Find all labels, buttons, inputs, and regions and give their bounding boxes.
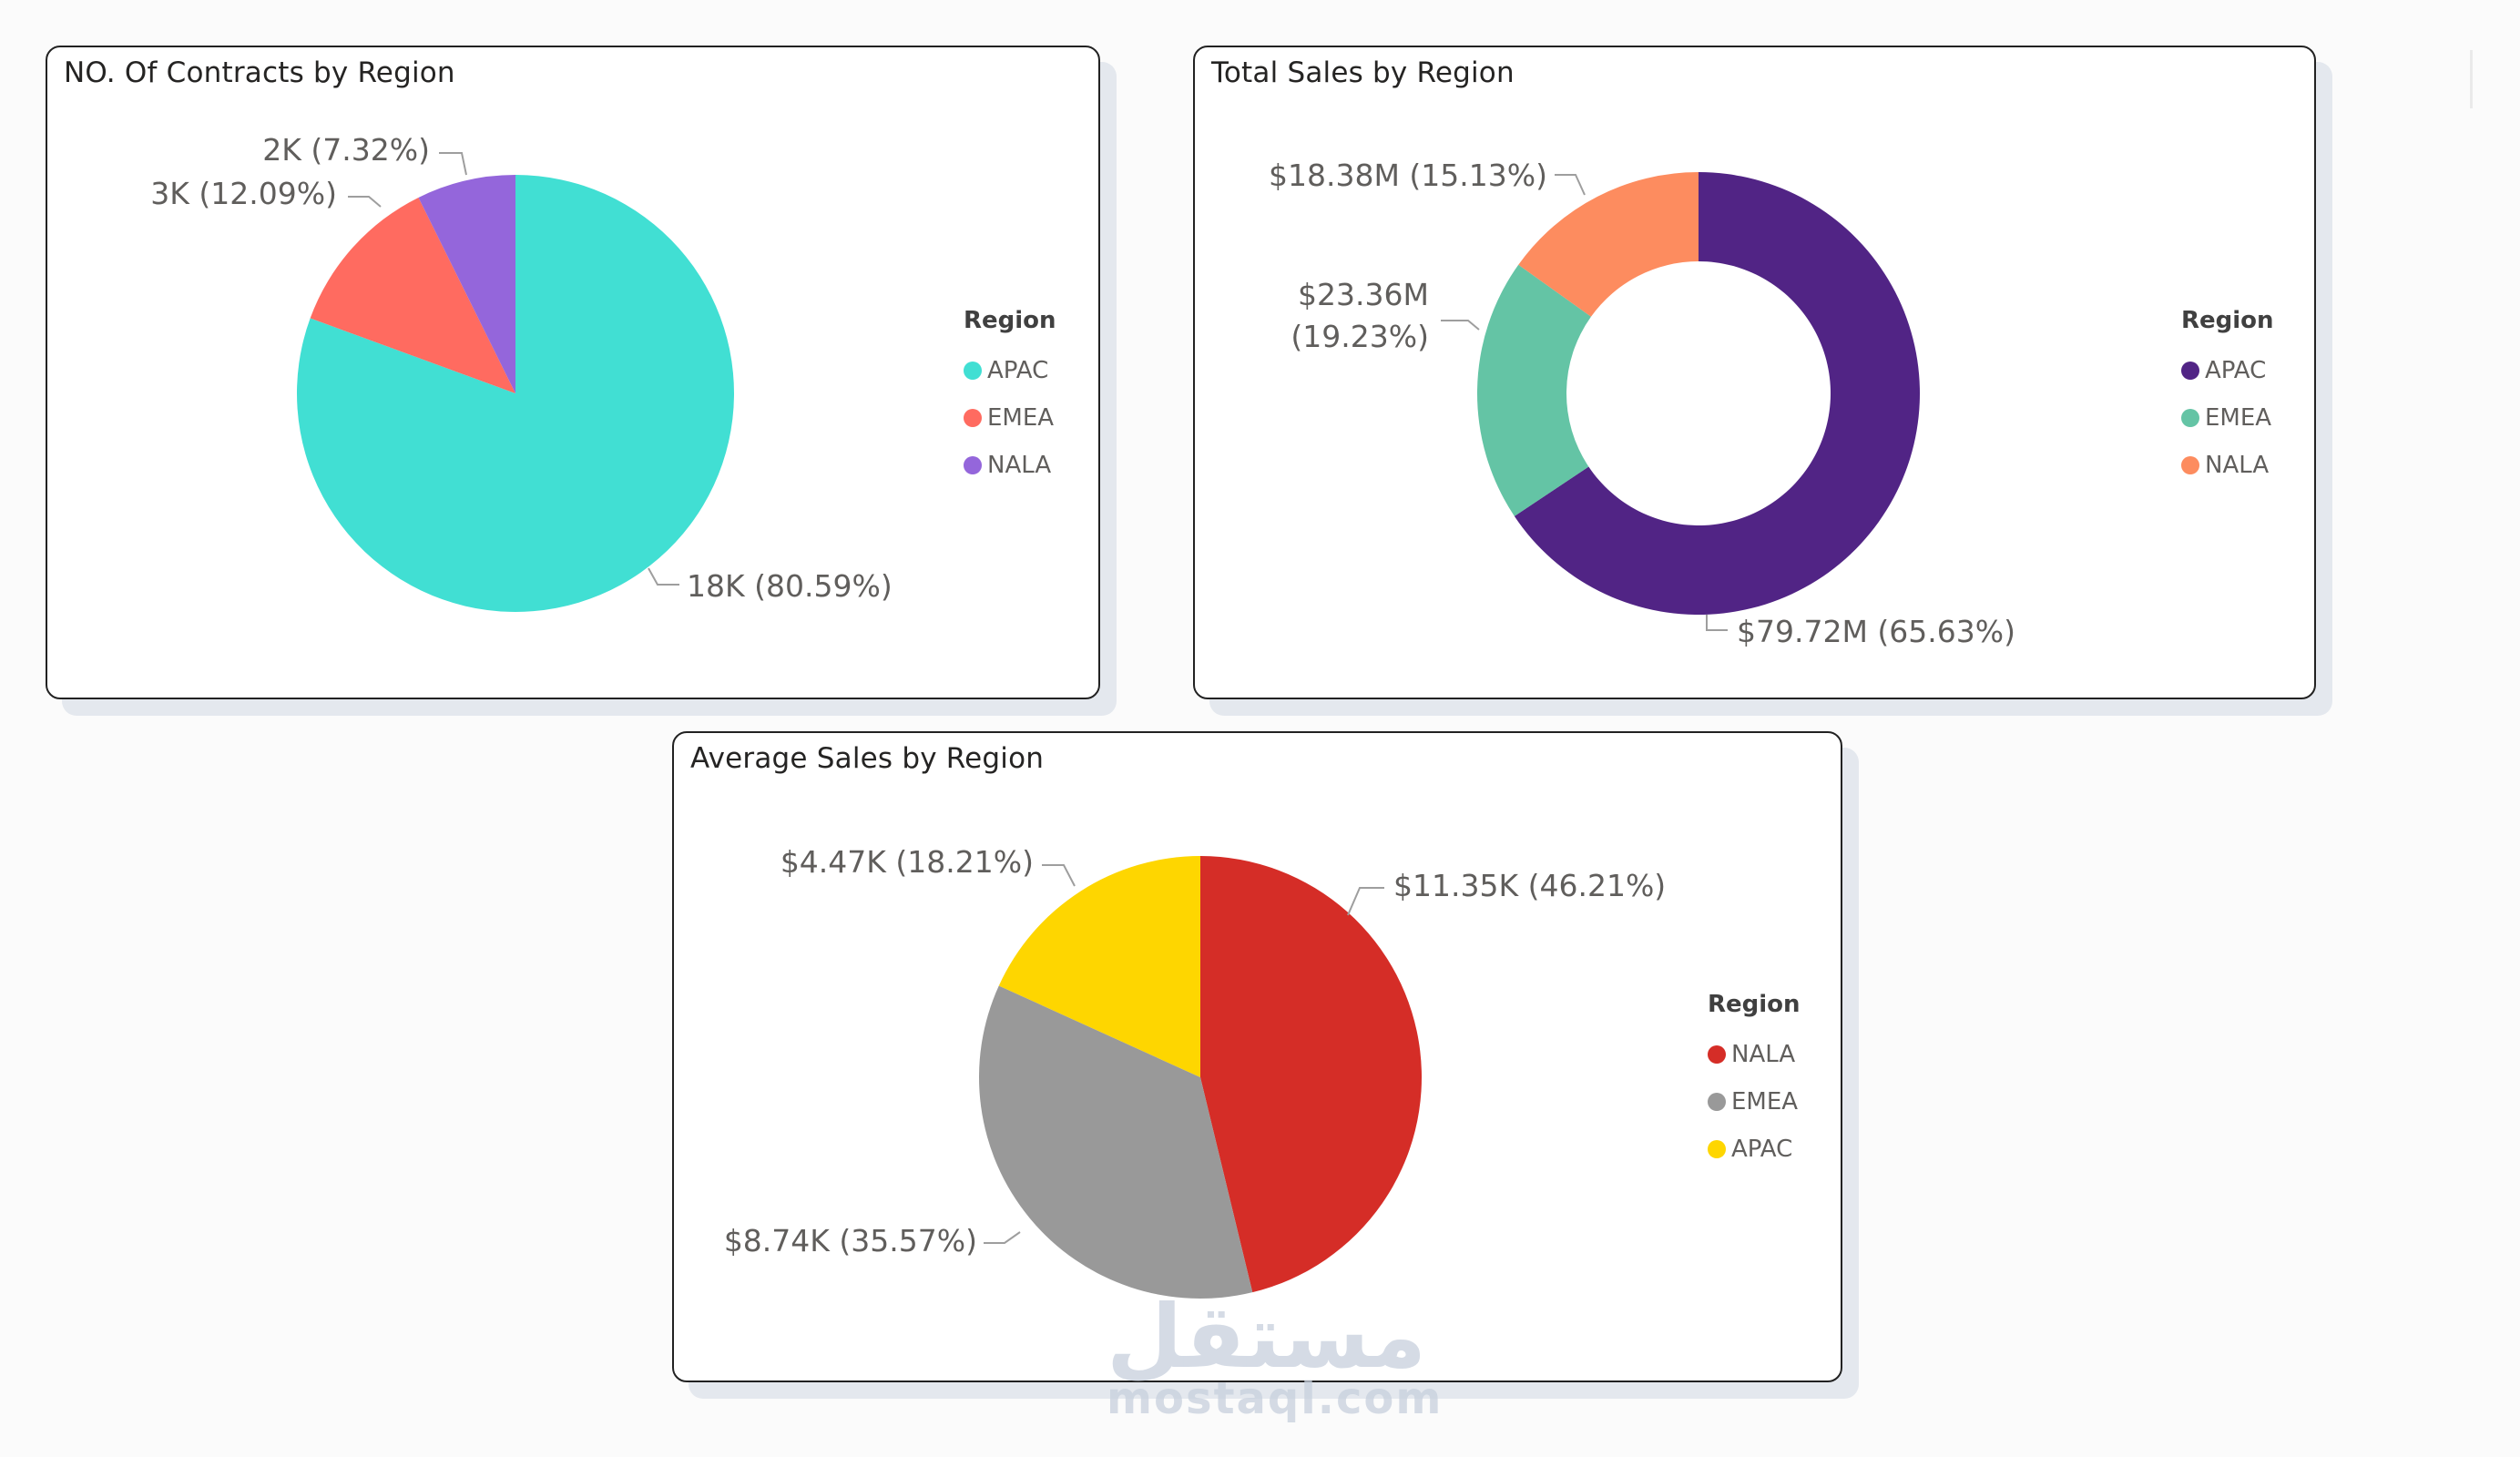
legend-dot xyxy=(1708,1140,1726,1158)
data-label-nala: $18.38M (15.13%) xyxy=(1269,158,1547,193)
legend-label: APAC xyxy=(2205,357,2267,384)
total-sales-chart-card: Total Sales by Region $79.72M (65.63%) $2… xyxy=(1193,46,2316,699)
avg-sales-chart-card: Average Sales by Region $11.35K (46.21%)… xyxy=(672,731,1842,1382)
leader-line xyxy=(648,567,679,586)
pie-slice-apac[interactable] xyxy=(296,175,735,613)
total-sales-donut-chart: $79.72M (65.63%) $23.36M (19.23%) $18.38M (… xyxy=(1269,158,2015,649)
pie-slice-emea[interactable] xyxy=(979,985,1253,1299)
legend-label: EMEA xyxy=(1731,1088,1799,1116)
pie-slice-emea[interactable] xyxy=(310,197,515,393)
legend-dot xyxy=(964,456,982,474)
legend-label: EMEA xyxy=(987,404,1055,432)
data-label-apac: $79.72M (65.63%) xyxy=(1737,614,2015,649)
leader-line xyxy=(1347,887,1384,916)
legend-item-apac[interactable]: APAC xyxy=(2181,347,2274,394)
mostaql-watermark: مستقل mostaql.com xyxy=(1107,1286,1444,1424)
watermark-arabic: مستقل xyxy=(1107,1286,1427,1388)
leader-line xyxy=(348,196,382,208)
legend-label: APAC xyxy=(1731,1136,1793,1163)
pie-slice-apac[interactable] xyxy=(998,856,1200,1077)
legend-item-nala[interactable]: NALA xyxy=(964,442,1056,489)
legend-label: EMEA xyxy=(2205,404,2272,432)
chart-legend: Region NALA EMEA APAC xyxy=(1708,991,1801,1173)
legend-dot xyxy=(2181,362,2199,380)
legend-dot xyxy=(964,362,982,380)
leader-line xyxy=(1441,320,1480,331)
data-label-emea: $8.74K (35.57%) xyxy=(724,1223,977,1258)
leader-line xyxy=(1706,615,1728,631)
data-label-nala: $11.35K (46.21%) xyxy=(1393,868,1666,903)
data-label-nala: 2K (7.32%) xyxy=(262,132,430,168)
legend-item-apac[interactable]: APAC xyxy=(964,347,1056,394)
chart-title: NO. Of Contracts by Region xyxy=(64,56,455,89)
legend-item-nala[interactable]: NALA xyxy=(1708,1031,1801,1078)
contracts-pie-chart: 18K (80.59%) 3K (12.09%) 2K (7.32%) xyxy=(150,132,893,613)
legend-title: Region xyxy=(1708,991,1801,1018)
avg-sales-pie-chart: $11.35K (46.21%) $8.74K (35.57%) $4.47K (1… xyxy=(724,844,1666,1299)
leader-line xyxy=(1555,174,1586,196)
legend-item-emea[interactable]: EMEA xyxy=(2181,394,2274,442)
scrollbar-hint xyxy=(2470,50,2473,108)
legend-item-apac[interactable]: APAC xyxy=(1708,1126,1801,1173)
watermark-latin: mostaql.com xyxy=(1107,1373,1444,1424)
chart-title: Average Sales by Region xyxy=(690,742,1045,775)
chart-title: Total Sales by Region xyxy=(1211,56,1515,89)
data-label-apac: 18K (80.59%) xyxy=(687,568,893,604)
leader-line xyxy=(439,152,467,176)
legend-title: Region xyxy=(964,307,1056,334)
legend-dot xyxy=(1708,1045,1726,1064)
pie-slice-apac[interactable] xyxy=(1514,172,1920,615)
data-label-emea: 3K (12.09%) xyxy=(150,176,337,211)
chart-legend: Region APAC EMEA NALA xyxy=(964,307,1056,489)
chart-legend: Region APAC EMEA NALA xyxy=(2181,307,2274,489)
legend-label: NALA xyxy=(987,452,1052,479)
legend-label: NALA xyxy=(2205,452,2270,479)
legend-item-emea[interactable]: EMEA xyxy=(964,394,1056,442)
legend-dot xyxy=(2181,456,2199,474)
legend-title: Region xyxy=(2181,307,2274,334)
legend-label: NALA xyxy=(1731,1041,1796,1068)
legend-dot xyxy=(1708,1093,1726,1111)
legend-dot xyxy=(2181,409,2199,427)
legend-item-nala[interactable]: NALA xyxy=(2181,442,2274,489)
legend-dot xyxy=(964,409,982,427)
pie-slice-nala[interactable] xyxy=(1200,856,1422,1293)
data-label-apac: $4.47K (18.21%) xyxy=(780,844,1034,880)
leader-line xyxy=(1042,864,1076,887)
pie-slice-nala[interactable] xyxy=(1518,172,1699,317)
data-label-emea: $23.36M (19.23%) xyxy=(1291,277,1429,354)
leader-line xyxy=(984,1231,1021,1244)
contracts-chart-card: NO. Of Contracts by Region 18K (80.59%) 3… xyxy=(46,46,1100,699)
legend-item-emea[interactable]: EMEA xyxy=(1708,1078,1801,1126)
pie-slice-nala[interactable] xyxy=(418,175,515,393)
legend-label: APAC xyxy=(987,357,1049,384)
pie-slice-emea[interactable] xyxy=(1477,264,1591,516)
